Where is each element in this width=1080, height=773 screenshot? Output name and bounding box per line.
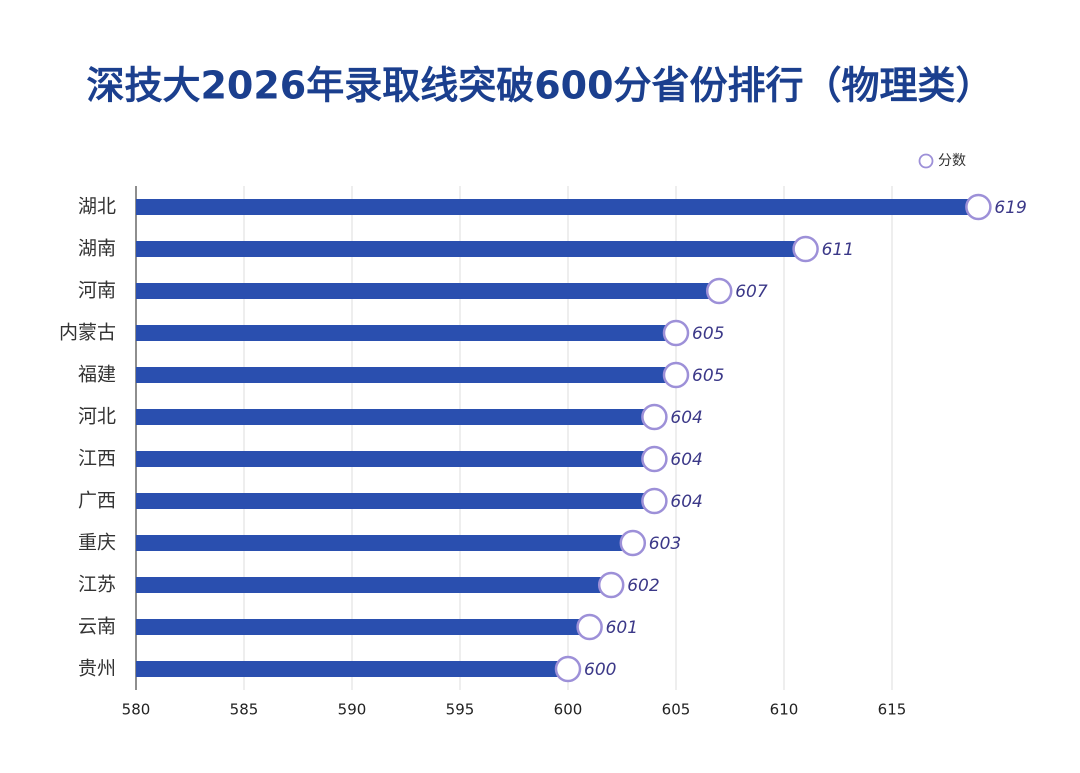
y-tick-label: 云南 <box>78 616 116 638</box>
bar <box>136 661 568 677</box>
y-tick-label: 江苏 <box>78 574 116 596</box>
bar-end-marker <box>597 571 625 599</box>
value-label: 604 <box>670 408 702 428</box>
bar <box>136 577 612 593</box>
bar-end-marker <box>641 445 668 473</box>
bar <box>136 241 806 257</box>
bar <box>136 199 979 215</box>
bar-end-marker <box>576 613 603 641</box>
y-tick-label: 湖南 <box>78 238 116 260</box>
bar <box>136 451 655 467</box>
bar <box>136 493 655 509</box>
x-tick-label: 610 <box>770 701 799 719</box>
value-label: 607 <box>735 282 768 302</box>
y-tick-label: 福建 <box>78 364 116 386</box>
value-label: 600 <box>584 660 616 680</box>
value-label: 604 <box>670 492 702 512</box>
x-tick-label: 605 <box>662 701 691 719</box>
y-tick-label: 贵州 <box>78 658 116 680</box>
legend-label: 分数 <box>938 153 966 169</box>
bar-end-marker <box>662 361 690 389</box>
value-label: 604 <box>670 450 702 470</box>
value-label: 605 <box>692 324 724 344</box>
value-label: 619 <box>994 198 1026 218</box>
bar <box>136 619 590 635</box>
x-tick-label: 585 <box>230 701 259 719</box>
legend-marker <box>918 153 934 169</box>
bar <box>136 409 655 425</box>
x-tick-label: 600 <box>554 701 583 719</box>
bar-end-marker <box>705 277 733 305</box>
y-tick-label: 江西 <box>78 448 116 470</box>
value-label: 603 <box>649 534 681 554</box>
value-label: 602 <box>627 576 659 596</box>
value-label: 601 <box>606 618 638 638</box>
bar-end-marker <box>792 235 819 263</box>
bar-end-marker <box>641 403 668 431</box>
x-tick-label: 595 <box>446 701 475 719</box>
bar-end-marker <box>619 529 647 557</box>
x-tick-label: 580 <box>122 701 151 719</box>
bar <box>136 535 633 551</box>
bar-end-marker <box>662 319 690 347</box>
bar-end-marker <box>554 655 582 683</box>
bar <box>136 325 676 341</box>
y-tick-label: 湖北 <box>78 196 116 218</box>
y-tick-label: 广西 <box>78 490 116 512</box>
bar <box>136 283 720 299</box>
bar <box>136 367 676 383</box>
x-tick-label: 590 <box>338 701 367 719</box>
chart-title: 深技大2026年录取线突破600分省份排行（物理类） <box>86 64 993 108</box>
x-tick-label: 615 <box>878 701 907 719</box>
y-tick-label: 河南 <box>78 280 116 302</box>
value-label: 611 <box>822 240 854 260</box>
y-tick-label: 河北 <box>78 406 116 428</box>
value-label: 605 <box>692 366 724 386</box>
bar-end-marker <box>965 193 992 221</box>
y-tick-label: 重庆 <box>78 532 116 554</box>
bar-end-marker <box>641 487 668 515</box>
y-tick-label: 内蒙古 <box>59 322 116 344</box>
